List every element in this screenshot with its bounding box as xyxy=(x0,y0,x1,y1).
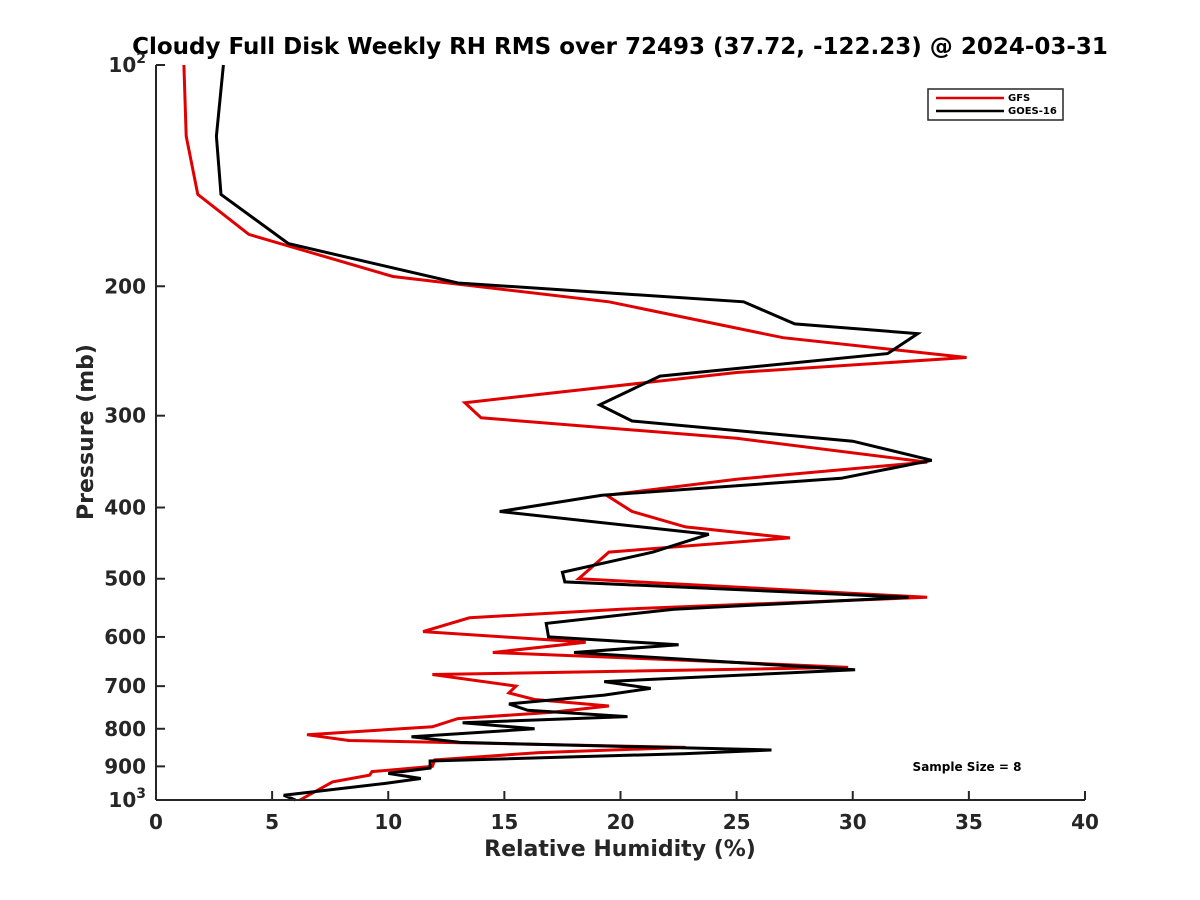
x-tick-label: 40 xyxy=(1071,810,1099,834)
series-line-gfs xyxy=(182,64,967,802)
series-layer xyxy=(182,64,967,802)
x-axis-label: Relative Humidity (%) xyxy=(484,837,756,862)
y-tick-label: 200 xyxy=(104,274,146,298)
plot-area xyxy=(156,65,1085,800)
y-tick-label: 900 xyxy=(104,754,146,778)
y-tick-label: 600 xyxy=(104,625,146,649)
y-tick-label: 700 xyxy=(104,674,146,698)
y-tick-label: 103 xyxy=(108,786,146,812)
y-tick-label: 400 xyxy=(104,496,146,520)
y-axis-label: Pressure (mb) xyxy=(74,344,99,520)
y-tick-label: 300 xyxy=(104,404,146,428)
series-line-goes-16 xyxy=(214,64,933,802)
y-tick-label: 800 xyxy=(104,717,146,741)
legend-box xyxy=(927,88,1064,121)
legend-label-gfs: GFS xyxy=(1008,93,1030,104)
y-tick-label: 500 xyxy=(104,567,146,591)
x-tick-label: 20 xyxy=(607,810,635,834)
legend-label-goes16: GOES-16 xyxy=(1008,106,1057,117)
chart-title: Cloudy Full Disk Weekly RH RMS over 7249… xyxy=(132,34,1108,60)
x-tick-label: 10 xyxy=(374,810,402,834)
x-tick-label: 15 xyxy=(490,810,518,834)
sample-size-annotation: Sample Size = 8 xyxy=(913,760,1022,774)
x-tick-label: 35 xyxy=(955,810,983,834)
y-tick-label: 102 xyxy=(108,51,146,77)
y-axis-ticks: 102 200 300 400 500 600 700 800 900 103 xyxy=(104,51,165,812)
x-tick-label: 25 xyxy=(723,810,751,834)
legend: GFS GOES-16 xyxy=(927,88,1064,121)
x-tick-label: 5 xyxy=(265,810,279,834)
x-tick-label: 0 xyxy=(149,810,163,834)
x-axis-ticks: 0 5 10 15 20 25 30 35 40 xyxy=(149,791,1099,834)
x-tick-label: 30 xyxy=(839,810,867,834)
